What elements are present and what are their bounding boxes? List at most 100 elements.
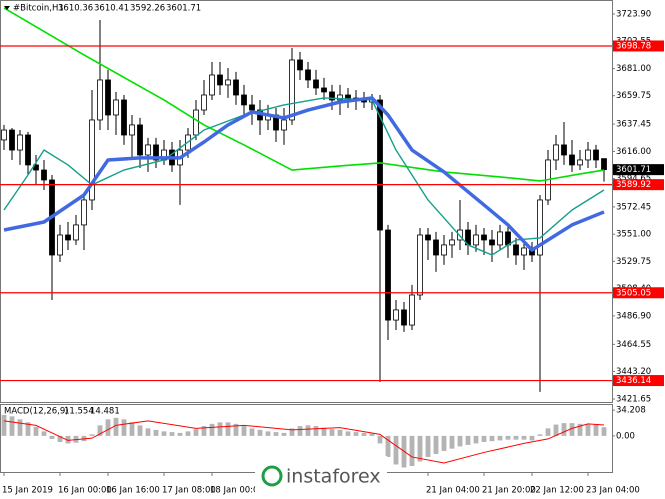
x-tick-label: 18 Jan 00:00 bbox=[210, 486, 264, 496]
candle-body bbox=[433, 239, 439, 256]
candle-body bbox=[329, 91, 335, 101]
x-tick-label: 21 Jan 04:00 bbox=[426, 486, 480, 496]
macd-bar bbox=[465, 435, 471, 445]
macd-bar bbox=[65, 435, 71, 444]
macd-bar bbox=[353, 432, 359, 436]
candle-body bbox=[217, 74, 223, 86]
macd-bar bbox=[409, 435, 415, 466]
macd-bar bbox=[473, 435, 479, 444]
ohlc-high: 3610.41 bbox=[94, 4, 129, 14]
macd-bar bbox=[345, 431, 351, 436]
macd-signal-line bbox=[3, 420, 605, 464]
macd-bar bbox=[113, 417, 119, 436]
candle-body bbox=[417, 234, 423, 296]
candle-body bbox=[97, 79, 103, 121]
candle-body bbox=[337, 94, 343, 101]
macd-bar bbox=[193, 429, 199, 436]
macd-bar bbox=[537, 434, 543, 436]
macd-bar bbox=[97, 425, 103, 436]
macd-bar bbox=[585, 424, 591, 436]
candle-body bbox=[537, 199, 543, 256]
macd-bar bbox=[337, 429, 343, 436]
candle-body bbox=[289, 59, 295, 121]
macd-bar bbox=[241, 426, 247, 436]
y-tick-label: 3637.45 bbox=[616, 120, 651, 130]
macd-bar bbox=[561, 423, 567, 436]
candle-body bbox=[297, 59, 303, 71]
macd-bar bbox=[489, 435, 495, 442]
y-tick-label: 3572.45 bbox=[616, 202, 651, 212]
level-tag bbox=[613, 375, 664, 387]
candle-body bbox=[209, 74, 215, 96]
y-tick-label: 3681.00 bbox=[616, 64, 651, 74]
macd-bar bbox=[137, 425, 143, 436]
macd-bar bbox=[145, 428, 151, 436]
macd-bar bbox=[425, 435, 431, 457]
macd-bar bbox=[129, 422, 135, 436]
y-tick-label: 3464.55 bbox=[616, 340, 651, 350]
macd-bar bbox=[497, 435, 503, 441]
macd-bar bbox=[233, 423, 239, 436]
macd-bar bbox=[361, 432, 367, 436]
y-tick-label: 3443.20 bbox=[616, 367, 651, 377]
candle-body bbox=[401, 309, 407, 326]
macd-bar bbox=[273, 432, 279, 436]
candle-body bbox=[137, 124, 143, 156]
candle-body bbox=[449, 239, 455, 246]
macd-value: 11.554 bbox=[64, 407, 94, 417]
candle-body bbox=[113, 99, 119, 116]
candle-body bbox=[553, 144, 559, 161]
macd-bar bbox=[161, 431, 167, 436]
macd-bar bbox=[201, 426, 207, 436]
watermark-box bbox=[255, 456, 387, 496]
x-tick-label: 17 Jan 08:00 bbox=[162, 486, 216, 496]
candle-body bbox=[105, 79, 111, 116]
macd-signal-value: 14.481 bbox=[90, 407, 120, 417]
candle-body bbox=[41, 169, 47, 181]
candle-body bbox=[193, 109, 199, 136]
candle-body bbox=[153, 144, 159, 161]
candle-body bbox=[121, 99, 127, 136]
level-tag bbox=[613, 40, 664, 52]
candle-body bbox=[129, 124, 135, 136]
macd-bar bbox=[529, 435, 535, 441]
candle-body bbox=[393, 309, 399, 321]
candle-body bbox=[233, 79, 239, 96]
macd-bar bbox=[289, 428, 295, 436]
macd-bar bbox=[601, 427, 607, 436]
macd-bar bbox=[89, 434, 95, 436]
macd-bar bbox=[329, 429, 335, 436]
candle-body bbox=[601, 158, 607, 171]
candle-body bbox=[73, 224, 79, 241]
macd-bar bbox=[417, 435, 423, 462]
candle-body bbox=[521, 247, 527, 256]
macd-bar bbox=[257, 429, 263, 436]
macd-bar bbox=[577, 423, 583, 436]
candle-body bbox=[9, 129, 15, 151]
macd-name: MACD(12,26,9) bbox=[4, 407, 69, 417]
macd-bar bbox=[369, 433, 375, 436]
macd-bar bbox=[177, 432, 183, 436]
candle-body bbox=[377, 99, 383, 231]
candle-body bbox=[281, 119, 287, 131]
y-tick-label: 3529.75 bbox=[616, 257, 651, 267]
candle-body bbox=[225, 79, 231, 86]
macd-bar bbox=[305, 425, 311, 436]
price-label: 3601.71 bbox=[616, 165, 651, 175]
candle-body bbox=[201, 94, 207, 111]
candle-body bbox=[17, 134, 23, 151]
macd-bar bbox=[569, 423, 575, 436]
moving-average bbox=[3, 97, 605, 256]
x-tick-label: 15 Jan 2019 bbox=[2, 486, 53, 496]
candle-body bbox=[241, 94, 247, 106]
candle-body bbox=[313, 79, 319, 89]
y-tick-label: 3594.65 bbox=[616, 174, 651, 184]
x-tick-label: 16 Jan 16:00 bbox=[106, 486, 160, 496]
level-label: 3589.92 bbox=[616, 180, 651, 190]
y-tick-label: 3551.00 bbox=[616, 230, 651, 240]
macd-bar bbox=[41, 431, 47, 436]
menu-arrow bbox=[4, 6, 10, 10]
candle-body bbox=[561, 144, 567, 156]
price-panel-frame bbox=[0, 0, 613, 403]
candle-body bbox=[409, 294, 415, 326]
